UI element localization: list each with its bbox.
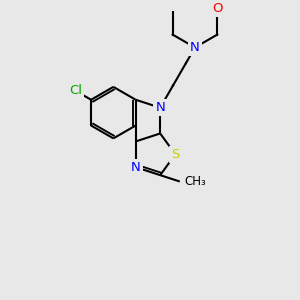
Text: O: O: [212, 2, 223, 15]
Text: N: N: [190, 41, 200, 54]
Text: Cl: Cl: [69, 84, 82, 97]
Text: N: N: [131, 161, 141, 174]
Text: CH₃: CH₃: [184, 175, 206, 188]
Text: N: N: [155, 101, 165, 114]
Text: S: S: [171, 148, 179, 161]
